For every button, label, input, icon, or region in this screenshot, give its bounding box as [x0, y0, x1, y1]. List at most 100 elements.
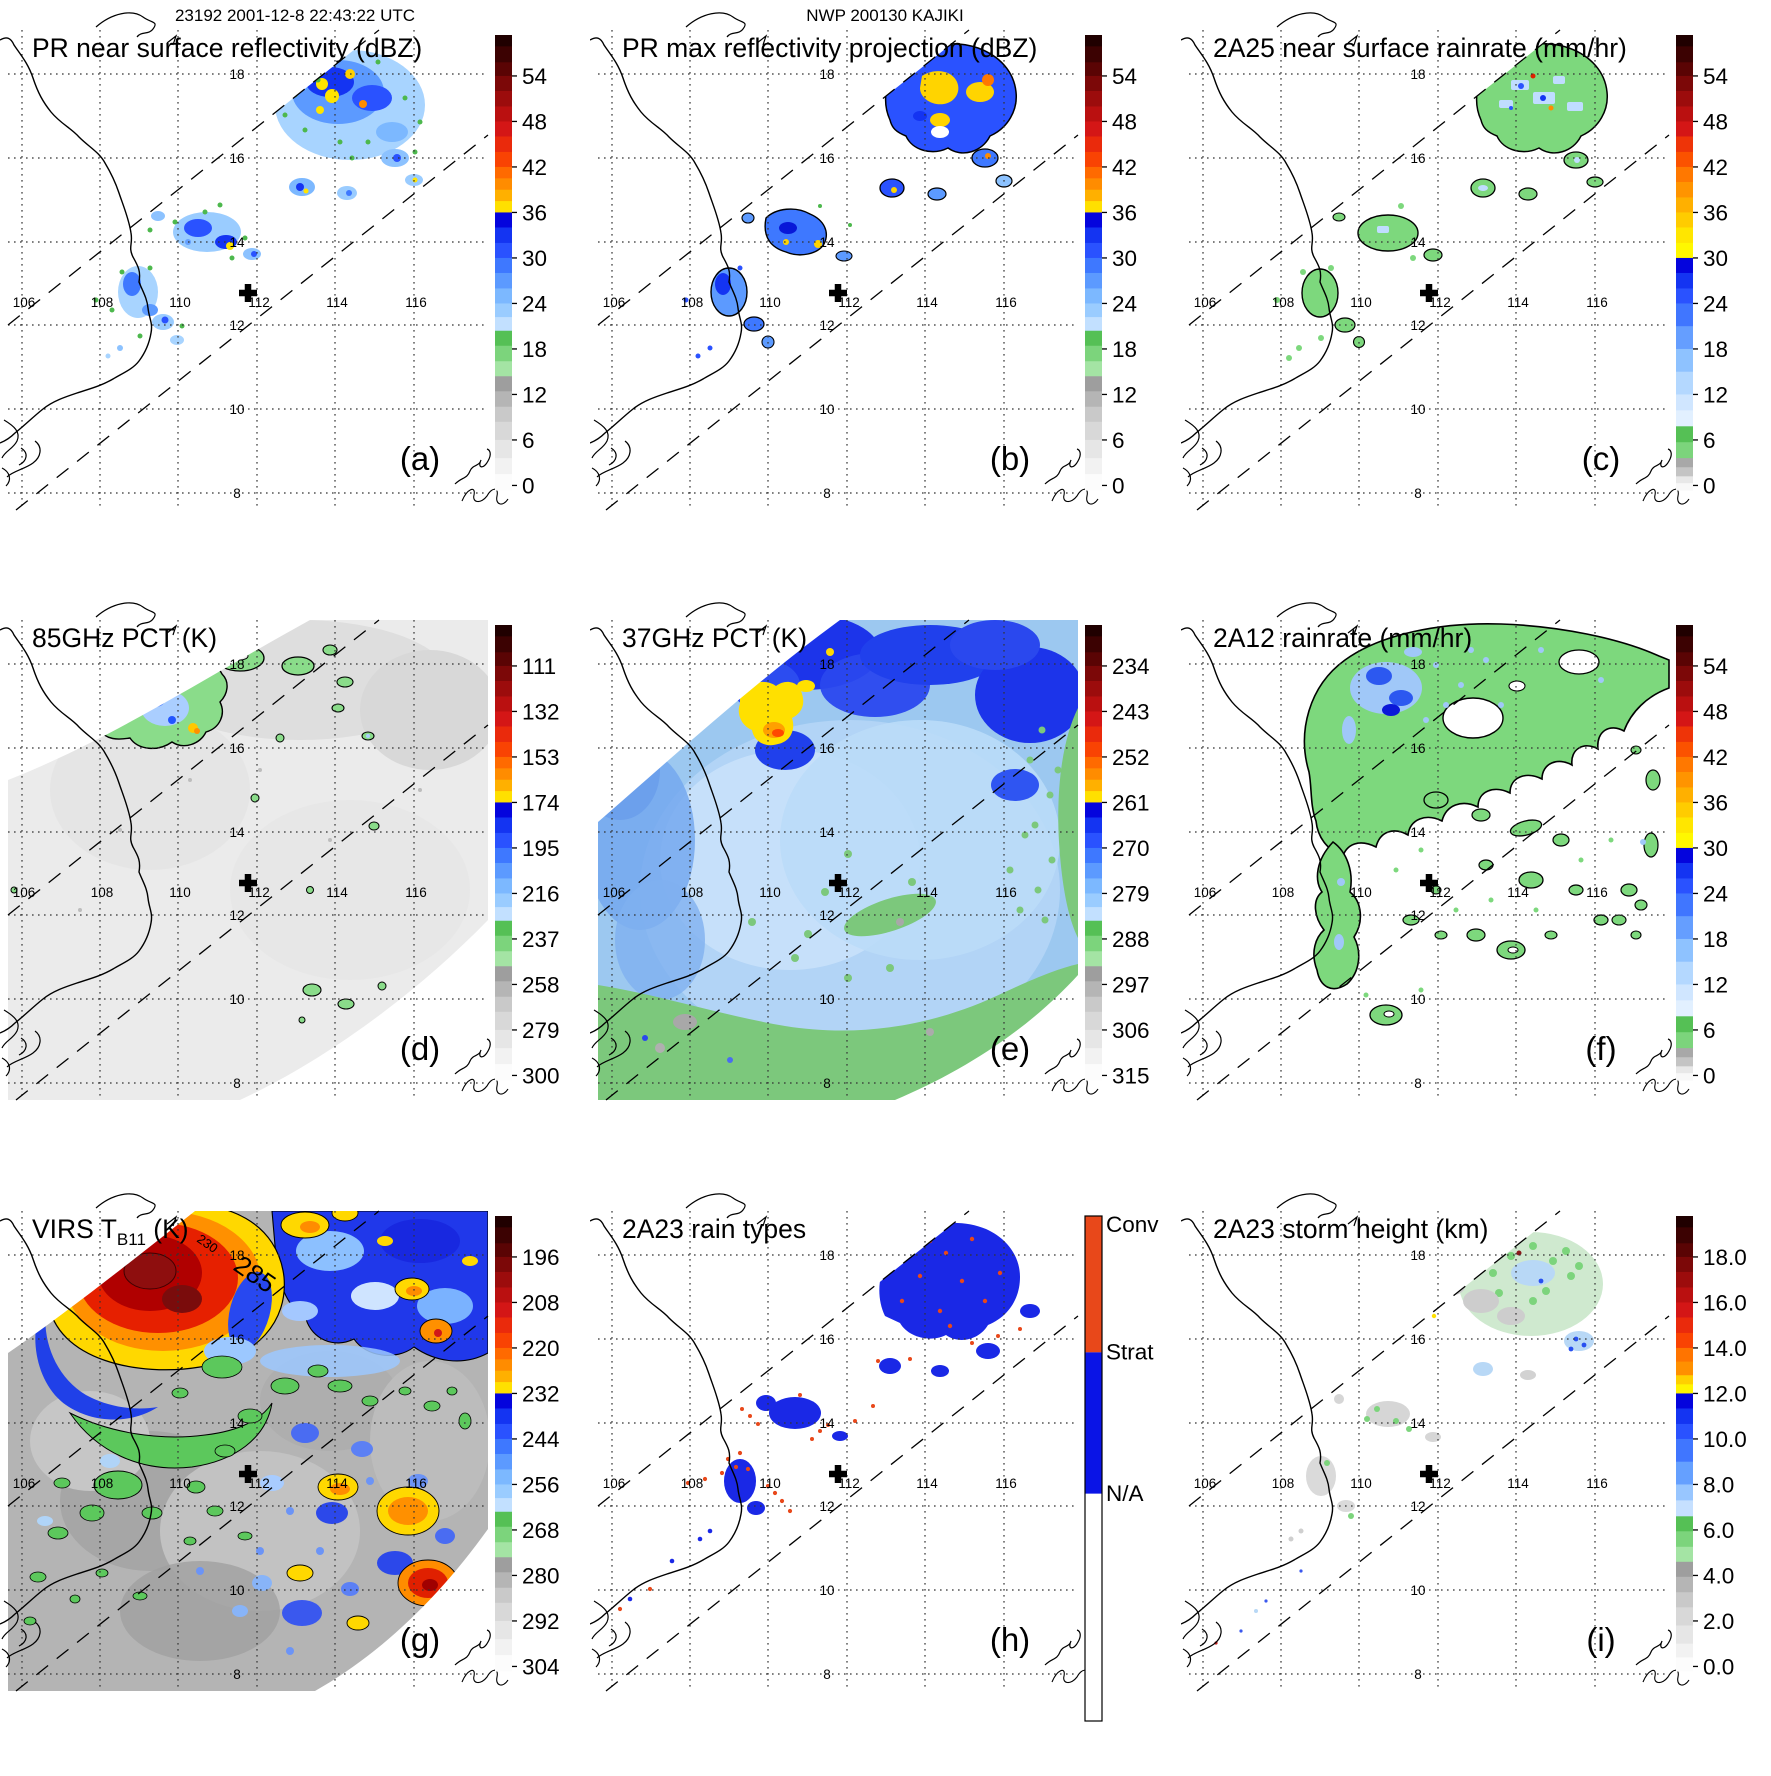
- panel-title: 85GHz PCT (K): [32, 623, 217, 653]
- lon-tick-label: 112: [1429, 295, 1451, 310]
- colorbar-tick-label: 216: [522, 881, 560, 906]
- coastline: [1180, 1193, 1690, 1686]
- lat-tick-label: 14: [229, 1416, 245, 1431]
- lat-tick-label: 8: [1414, 1667, 1422, 1682]
- coastline: [1180, 12, 1690, 505]
- coastline: [0, 602, 509, 1095]
- colorbar: Conv Strat N/A: [1084, 1212, 1159, 1722]
- lat-tick-label: 8: [1414, 486, 1422, 501]
- lat-tick-label: 10: [819, 402, 834, 417]
- panel-letter: (g): [400, 1621, 440, 1658]
- lon-tick-label: 112: [248, 1476, 270, 1491]
- lon-tick-label: 114: [1507, 885, 1529, 900]
- lon-tick-label: 116: [405, 295, 427, 310]
- lon-tick-label: 114: [916, 295, 938, 310]
- lat-tick-label: 8: [233, 1076, 241, 1091]
- lon-tick-label: 116: [1586, 295, 1608, 310]
- colorbar-tick-label: 304: [522, 1654, 560, 1679]
- lat-tick-label: 16: [1410, 1332, 1425, 1347]
- colorbar-tick-label: 10.0: [1703, 1427, 1747, 1452]
- colorbar-tick-label: 6: [522, 428, 535, 453]
- panel-title: PR near surface reflectivity (dBZ): [32, 33, 422, 63]
- colorbar-tick-label: 12: [1112, 382, 1137, 407]
- lat-tick-label: 10: [1410, 402, 1425, 417]
- colorbar-category-label: Strat: [1106, 1339, 1154, 1364]
- colorbar-tick-label: 30: [1703, 246, 1728, 271]
- pr-reflectivity-field: [93, 50, 425, 359]
- lat-tick-label: 16: [819, 741, 834, 756]
- colorbar-category-label: N/A: [1106, 1481, 1144, 1506]
- panel-b: 106 108 110 112 114 116 18 16 14 12 10 8 PR max ref…: [589, 0, 1180, 590]
- storm-name-header: NWP 200130 KAJIKI: [806, 6, 964, 25]
- panel-title: PR max reflectivity projection (dBZ): [622, 33, 1037, 63]
- colorbar-tick-label: 16.0: [1703, 1290, 1747, 1315]
- lat-tick-label: 8: [233, 1667, 241, 1682]
- lat-tick-label: 16: [819, 151, 834, 166]
- lat-tick-label: 14: [819, 825, 835, 840]
- panel-h: 106 108 110 112 114 116 18 16 14 12 10 8 2A23 rain …: [589, 1181, 1180, 1771]
- colorbar-tick-label: 54: [522, 64, 547, 89]
- lat-tick-label: 12: [1410, 1499, 1425, 1514]
- lat-tick-label: 16: [1410, 151, 1425, 166]
- colorbar-tick-label: 279: [522, 1018, 560, 1043]
- panel-i: 106 108 110 112 114 116 18 16 14 12 10 8 2A23 storm…: [1180, 1181, 1771, 1771]
- lat-tick-label: 18: [229, 1248, 244, 1263]
- colorbar-tick-label: 244: [522, 1427, 560, 1452]
- lon-tick-label: 108: [1272, 295, 1295, 310]
- colorbar-tick-label: 54: [1703, 654, 1728, 679]
- colorbar-tick-label: 196: [522, 1245, 560, 1270]
- colorbar-tick-label: 232: [522, 1381, 560, 1406]
- colorbar: 54 48 42 36 30 24 18 12 6 0: [1676, 625, 1728, 1088]
- coastline: [0, 12, 509, 505]
- lon-tick-label: 110: [169, 885, 191, 900]
- lon-tick-label: 108: [681, 295, 704, 310]
- lat-tick-label: 18: [229, 657, 244, 672]
- panel-letter: (b): [990, 440, 1030, 477]
- lon-tick-label: 110: [169, 295, 191, 310]
- colorbar-tick-label: 6: [1703, 428, 1716, 453]
- panel-letter: (i): [1586, 1621, 1615, 1658]
- lon-tick-label: 114: [916, 885, 938, 900]
- lon-tick-label: 112: [838, 295, 860, 310]
- coastline: [589, 12, 1099, 505]
- colorbar-tick-label: 279: [1112, 881, 1150, 906]
- colorbar-tick-label: 30: [1112, 246, 1137, 271]
- colorbar-tick-label: 270: [1112, 836, 1150, 861]
- coastline: [589, 602, 1099, 1095]
- lat-tick-label: 18: [1410, 67, 1425, 82]
- storm-center-marker: [239, 874, 257, 892]
- colorbar: 111 132 153 174 195 216 237 258 279 300: [495, 625, 560, 1088]
- lon-tick-label: 106: [1194, 1476, 1217, 1491]
- lat-tick-label: 8: [823, 1076, 831, 1091]
- colorbar: 54 48 42 36 30 24 18 12 6 0: [1085, 35, 1137, 498]
- lon-tick-label: 116: [1586, 885, 1608, 900]
- storm-height-field: [1214, 1232, 1603, 1645]
- colorbar-tick-label: 315: [1112, 1063, 1150, 1088]
- panel-letter: (c): [1582, 440, 1620, 477]
- lat-tick-label: 16: [229, 1332, 244, 1347]
- lat-tick-label: 14: [229, 825, 245, 840]
- colorbar-tick-label: 258: [522, 972, 560, 997]
- panel-letter: (f): [1585, 1030, 1616, 1067]
- lon-tick-label: 108: [91, 295, 114, 310]
- colorbar-tick-label: 234: [1112, 654, 1150, 679]
- colorbar-tick-label: 18: [1112, 337, 1137, 362]
- lon-tick-label: 116: [995, 1476, 1017, 1491]
- lon-tick-label: 108: [91, 885, 114, 900]
- lon-tick-label: 110: [1350, 295, 1372, 310]
- colorbar-tick-label: 292: [522, 1609, 560, 1634]
- lat-tick-label: 14: [819, 235, 835, 250]
- colorbar: 234 243 252 261 270 279 288 297 306 315: [1085, 625, 1150, 1088]
- panel-g: 285 230 106 108 110 112 114 116 18 16 14 12 10 8 VI…: [0, 1181, 590, 1771]
- lat-tick-label: 18: [819, 1248, 834, 1263]
- lat-tick-label: 14: [1410, 235, 1426, 250]
- lat-tick-label: 18: [1410, 1248, 1425, 1263]
- colorbar-tick-label: 54: [1703, 64, 1728, 89]
- colorbar-category-label: Conv: [1106, 1212, 1159, 1237]
- storm-center-marker: [1420, 874, 1438, 892]
